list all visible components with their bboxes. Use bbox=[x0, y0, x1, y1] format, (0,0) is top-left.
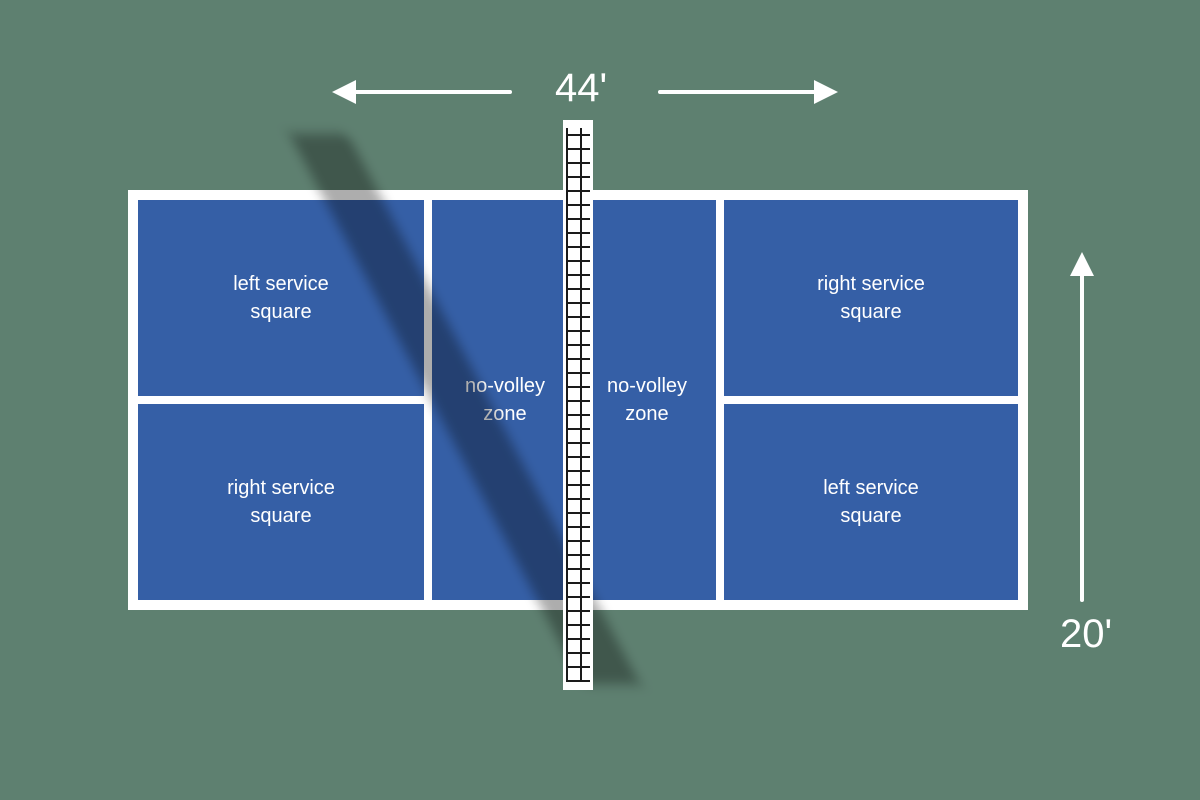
zone-label: right service square bbox=[227, 474, 335, 530]
net-mesh bbox=[566, 128, 590, 682]
net bbox=[563, 120, 593, 690]
zone-label: right service square bbox=[817, 270, 925, 326]
zone-label: left service square bbox=[233, 270, 329, 326]
right-top-service-box: right service square bbox=[724, 200, 1018, 404]
left-bottom-service-box: right service square bbox=[138, 404, 424, 600]
right-service-column: right service square left service square bbox=[724, 200, 1018, 600]
zone-label: left service square bbox=[823, 474, 919, 530]
length-dimension-label: 44' bbox=[555, 66, 607, 111]
zone-label: no-volley zone bbox=[607, 372, 687, 428]
right-bottom-service-box: left service square bbox=[724, 404, 1018, 600]
right-no-volley-zone: no-volley zone bbox=[578, 200, 724, 600]
width-dimension-label: 20' bbox=[1060, 612, 1112, 657]
court-right-half: no-volley zone right service square left… bbox=[578, 200, 1018, 600]
